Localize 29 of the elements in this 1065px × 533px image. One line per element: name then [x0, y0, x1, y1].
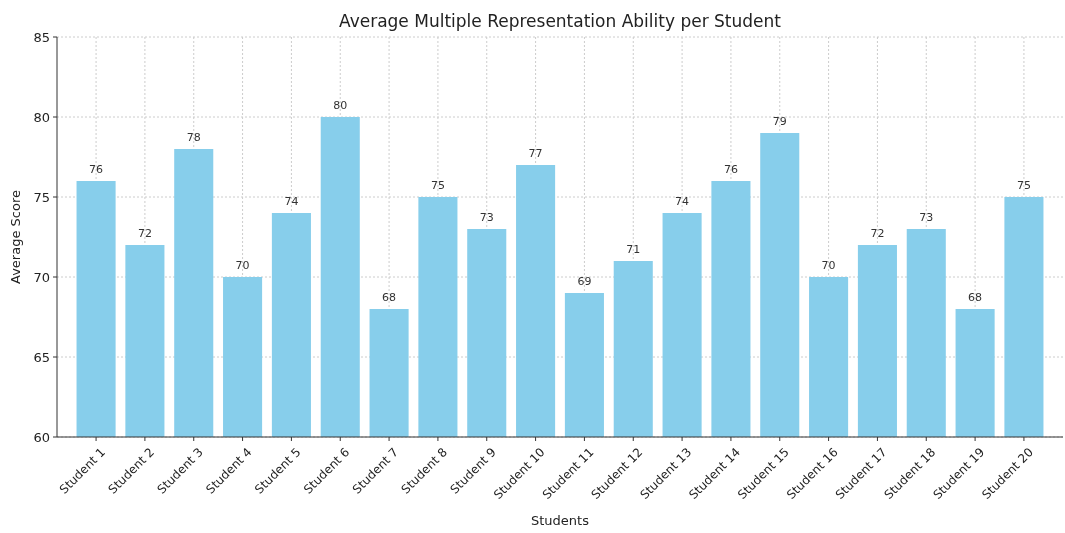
- data-label: 70: [821, 259, 836, 272]
- y-tick-label: 85: [33, 29, 50, 45]
- data-label: 79: [772, 115, 787, 128]
- data-label: 80: [333, 99, 348, 112]
- data-label: 75: [430, 179, 445, 192]
- y-tick-label: 75: [33, 189, 50, 205]
- y-tick-label: 60: [33, 429, 50, 445]
- data-label: 68: [968, 291, 983, 304]
- data-label: 71: [626, 243, 641, 256]
- data-label: 76: [89, 163, 104, 176]
- data-label: 69: [577, 275, 592, 288]
- data-label: 74: [675, 195, 690, 208]
- x-axis-title: Students: [531, 513, 590, 528]
- data-label: 73: [919, 211, 934, 224]
- data-label: 77: [528, 147, 543, 160]
- data-label: 75: [1016, 179, 1031, 192]
- data-label: 70: [235, 259, 250, 272]
- data-label: 72: [870, 227, 885, 240]
- data-label: 72: [137, 227, 152, 240]
- data-label: 68: [382, 291, 397, 304]
- data-label: 76: [723, 163, 738, 176]
- y-tick-label: 65: [33, 349, 50, 365]
- data-label: 73: [479, 211, 494, 224]
- y-tick-label: 70: [33, 269, 50, 285]
- data-label: 78: [186, 131, 201, 144]
- y-axis-title: Average Score: [8, 190, 23, 284]
- y-tick-label: 80: [33, 109, 50, 125]
- chart-title: Average Multiple Representation Ability per Student: [339, 11, 782, 31]
- data-label: 74: [284, 195, 299, 208]
